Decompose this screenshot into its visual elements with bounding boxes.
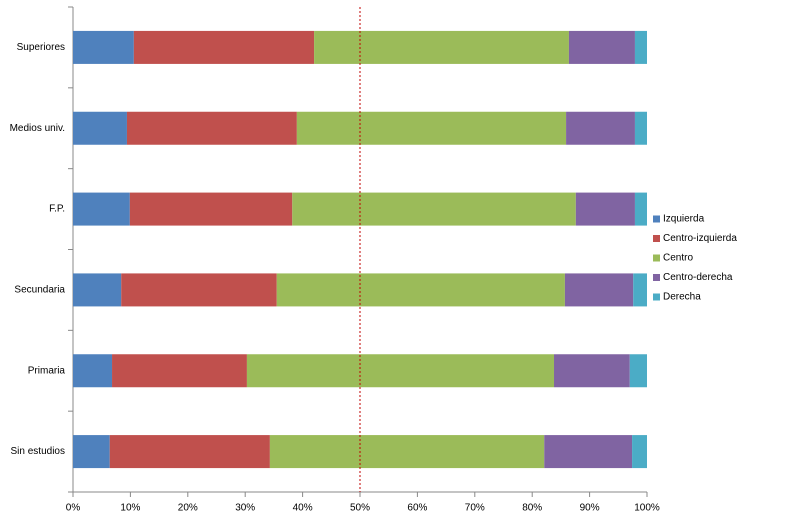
legend-swatch [653, 293, 660, 301]
x-tick-label: 100% [634, 503, 660, 514]
bar-segment [246, 354, 555, 388]
bar-segment [633, 273, 647, 307]
bar-segment [126, 111, 297, 145]
bar-segment [73, 273, 122, 307]
legend-label: Derecha [663, 292, 701, 303]
y-tick-label: F.P. [49, 204, 65, 215]
x-tick-label: 40% [293, 503, 313, 514]
bar-segment [575, 192, 635, 226]
bar-segment [109, 435, 270, 469]
bar-segment [634, 192, 647, 226]
bar-segment [112, 354, 247, 388]
y-tick-label: Primaria [28, 365, 66, 376]
bar-segment [133, 30, 315, 64]
bar-segment [634, 111, 647, 145]
bar-segment [73, 192, 130, 226]
legend-swatch [653, 254, 660, 262]
x-tick-label: 80% [522, 503, 542, 514]
bar-segment [73, 111, 127, 145]
bar-segment [73, 435, 110, 469]
bar-segment [129, 192, 293, 226]
y-tick-label: Superiores [17, 42, 65, 53]
legend-label: Centro-derecha [663, 272, 733, 283]
bar-segment [544, 435, 633, 469]
legend-label: Centro-izquierda [663, 233, 737, 244]
bar-segment [292, 192, 576, 226]
x-tick-label: 0% [66, 503, 81, 514]
bar-segment [314, 30, 569, 64]
x-tick-label: 60% [407, 503, 427, 514]
x-tick-label: 10% [120, 503, 140, 514]
y-tick-label: Medios univ. [10, 123, 65, 134]
legend-label: Centro [663, 253, 693, 264]
legend-swatch [653, 274, 660, 281]
bar-segment [73, 354, 113, 388]
bar-segment [568, 30, 635, 64]
legend-swatch [653, 215, 660, 223]
legend-swatch [653, 235, 660, 242]
x-tick-label: 90% [580, 503, 600, 514]
x-tick-label: 30% [235, 503, 255, 514]
bar-segment [276, 273, 565, 307]
x-tick-label: 70% [465, 503, 485, 514]
bar-segment [564, 273, 634, 307]
bar-segment [121, 273, 277, 307]
bar-segment [269, 435, 545, 469]
bar-segment [554, 354, 630, 388]
bar-segment [296, 111, 567, 145]
x-tick-label: 50% [350, 503, 370, 514]
bar-segment [632, 435, 647, 469]
bar-segment [629, 354, 647, 388]
bar-segment [566, 111, 635, 145]
y-tick-label: Secundaria [14, 285, 65, 296]
legend-label: Izquierda [663, 214, 705, 225]
bar-segment [634, 30, 647, 64]
bar-segment [73, 30, 134, 64]
x-tick-label: 20% [178, 503, 198, 514]
y-tick-label: Sin estudios [11, 446, 65, 457]
